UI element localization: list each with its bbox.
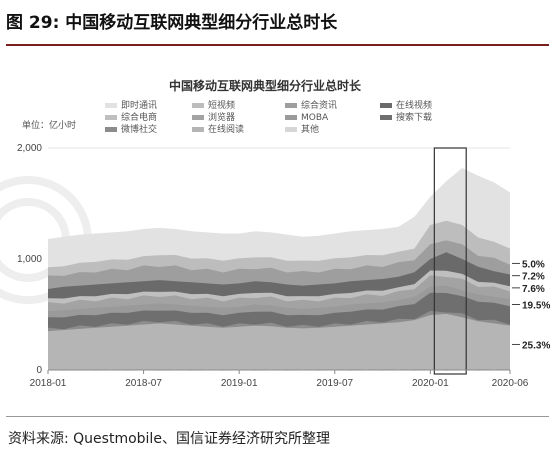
- legend-swatch: [105, 103, 117, 108]
- legend-label: 浏览器: [208, 111, 235, 123]
- area-chart: 中国移动互联网典型细分行业总时长 单位：亿小时 即时通讯 短视频 综合资讯 在线视频综…: [0, 78, 550, 389]
- legend-swatch: [105, 115, 117, 120]
- y-axis-unit-label: 单位：亿小时: [22, 119, 76, 131]
- legend-label: 即时通讯: [121, 99, 157, 111]
- x-tick-label: 2019-01: [221, 378, 258, 389]
- area-series: [48, 313, 510, 370]
- legend-swatch: [380, 115, 392, 120]
- x-tick-label: 2018-07: [125, 378, 162, 389]
- legend-swatch: [380, 103, 392, 108]
- chart-title: 中国移动互联网典型细分行业总时长: [169, 78, 362, 93]
- y-axis: 0 1,000 2,000: [17, 143, 42, 376]
- legend-swatch: [285, 115, 297, 120]
- share-label: 25.3%: [522, 340, 550, 351]
- legend-label: 短视频: [208, 99, 235, 111]
- x-tick-label: 2020-01: [412, 378, 449, 389]
- x-tick-label: 2019-07: [316, 378, 353, 389]
- legend-label: MOBA: [301, 113, 329, 123]
- legend-swatch: [285, 127, 297, 132]
- y-tick-label: 1,000: [17, 254, 42, 265]
- legend-swatch: [192, 103, 204, 108]
- y-tick-label: 0: [36, 365, 42, 376]
- legend-label: 综合资讯: [301, 99, 337, 111]
- legend-swatch: [192, 127, 204, 132]
- share-annotations: 5.0% 7.2%7.6% 19.5% 25.3%: [512, 259, 550, 351]
- legend-label: 其他: [301, 123, 319, 135]
- legend-label: 微博社交: [121, 123, 157, 135]
- legend-swatch: [192, 115, 204, 120]
- title-rule: [6, 44, 549, 46]
- highlight-rectangle: [433, 147, 467, 375]
- share-label: 19.5%: [522, 301, 550, 312]
- x-tick-label: 2018-01: [30, 378, 67, 389]
- area-series-group: [48, 168, 510, 371]
- legend-swatch: [285, 103, 297, 108]
- x-axis: 2018-01 2018-07 2019-01 2019-07 2020-01 2020-…: [30, 369, 529, 389]
- share-label: 5.0%: [522, 259, 545, 270]
- legend-label: 在线阅读: [208, 123, 244, 135]
- y-tick-label: 2,000: [17, 143, 42, 154]
- share-label: 7.2%: [522, 272, 545, 283]
- legend-label: 综合电商: [121, 111, 157, 123]
- source-rule: [6, 416, 549, 417]
- legend-swatch: [105, 127, 117, 132]
- highlight-box: [433, 147, 467, 375]
- source-note: 资料来源: Questmobile、国信证券经济研究所整理: [8, 431, 330, 447]
- legend-label: 在线视频: [396, 99, 432, 111]
- share-label: 7.6%: [522, 284, 545, 295]
- legend-label: 搜索下载: [396, 111, 432, 123]
- x-tick-label: 2020-06: [492, 378, 529, 389]
- figure-title: 图 29: 中国移动互联网典型细分行业总时长: [6, 13, 338, 33]
